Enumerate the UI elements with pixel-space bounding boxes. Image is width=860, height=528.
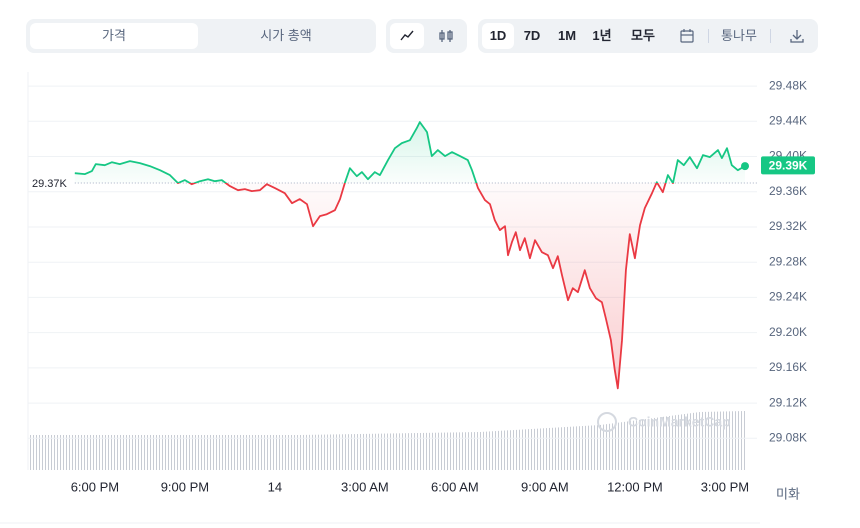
line-icon (400, 30, 414, 41)
watermark-logo (597, 412, 617, 432)
volume-area (28, 411, 745, 470)
area-fill (74, 122, 746, 389)
unit-label: 미화 (776, 486, 800, 501)
x-tick-label: 3:00 PM (701, 479, 749, 494)
divider (708, 29, 709, 43)
current-price-box (761, 156, 815, 175)
y-tick-label: 29.08K (769, 430, 807, 444)
tab[interactable]: 시가 총액 (260, 28, 312, 43)
y-tick-label: 29.36K (769, 184, 807, 198)
x-tick-label: 6:00 PM (71, 479, 119, 494)
x-tick-label: 9:00 AM (521, 479, 569, 494)
range-button[interactable]: 1M (557, 28, 577, 43)
range-button[interactable]: 7D (523, 28, 541, 43)
y-tick-label: 29.16K (769, 360, 807, 374)
end-dot (741, 162, 749, 171)
y-tick-label: 29.48K (769, 78, 807, 92)
range-group: 1D 7D 1M 1년 모두 통나무 (478, 19, 818, 53)
y-tick-label: 29.12K (769, 395, 807, 409)
price-line (74, 121, 746, 390)
y-tick-label: 29.28K (769, 254, 807, 268)
y-tick-label: 29.44K (769, 113, 807, 127)
candle-icon (439, 30, 453, 42)
tab[interactable]: 가격 (30, 23, 198, 49)
range-button[interactable]: 1년 (592, 28, 612, 43)
log-button[interactable]: 통나무 (721, 28, 757, 43)
candle-type-button[interactable] (429, 23, 463, 49)
calendar-button[interactable] (674, 23, 700, 49)
y-tick-label: 29.20K (769, 325, 807, 339)
x-tick-label: 9:00 PM (161, 479, 209, 494)
x-tick-label: 12:00 PM (607, 479, 663, 494)
x-tick-label: 14 (268, 479, 282, 494)
watermark: CoinMarketCap (628, 414, 731, 430)
y-tick-label: 29.32K (769, 219, 807, 233)
range-button[interactable]: 1D (482, 23, 514, 49)
divider (770, 29, 771, 43)
chart: 29.08K 29.12K 29.16K 29.20K 29.24K 29.28K 29.3… (0, 72, 815, 524)
x-tick-label: 3:00 AM (341, 479, 389, 494)
tab-group: 가격 시가 총액 (26, 19, 376, 53)
download-icon (790, 30, 804, 43)
baseline-label: 29.37K (32, 178, 68, 190)
y-tick-label: 29.24K (769, 290, 807, 304)
x-tick-label: 6:00 AM (431, 479, 479, 494)
calendar-icon (680, 29, 694, 43)
current-price-label: 29.39K (769, 159, 808, 173)
download-button[interactable] (784, 23, 810, 49)
chart-type-group (386, 19, 467, 53)
range-button[interactable]: 모두 (631, 28, 655, 43)
line-type-button[interactable] (390, 23, 424, 49)
baseline-label-bg (30, 174, 74, 191)
